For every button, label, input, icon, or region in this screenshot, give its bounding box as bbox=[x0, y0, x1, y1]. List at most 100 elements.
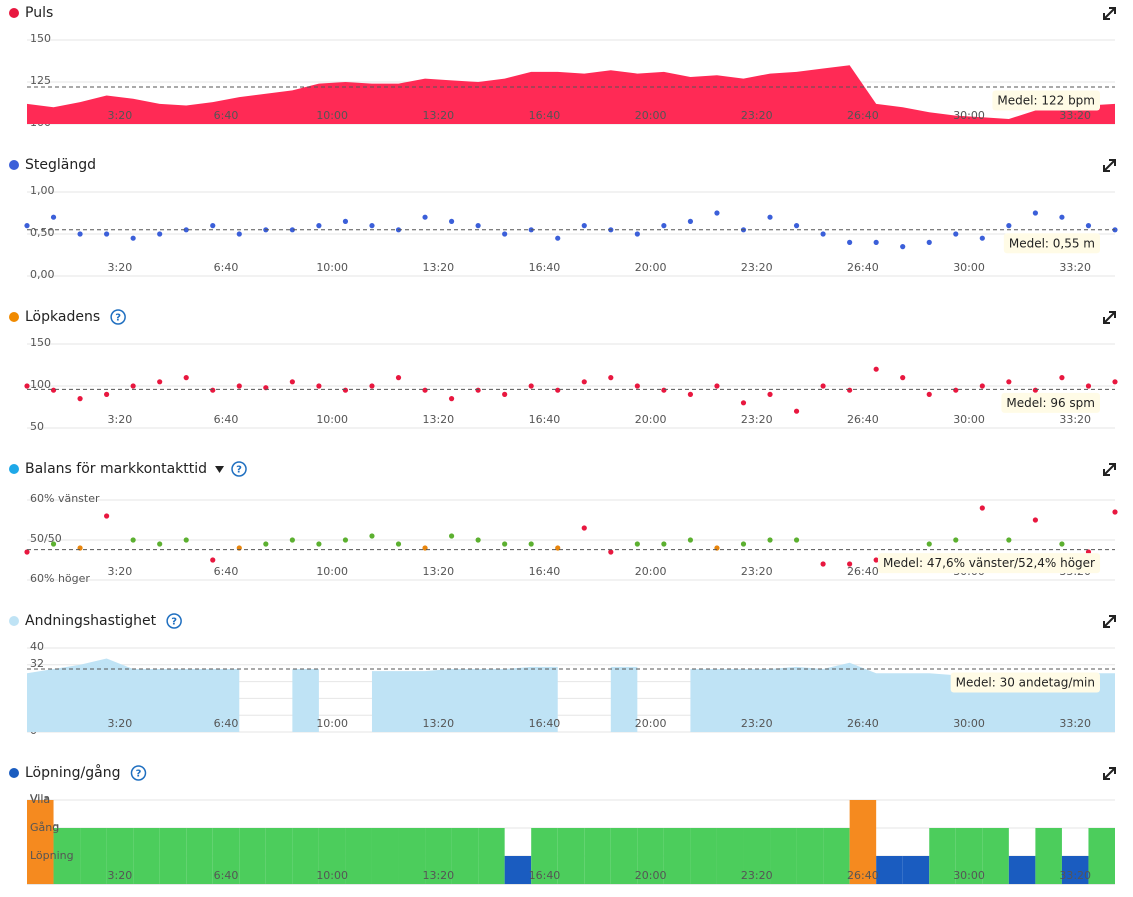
area bbox=[27, 658, 1115, 732]
data-point bbox=[369, 533, 375, 539]
data-point bbox=[820, 561, 826, 567]
x-tick-label: 33:20 bbox=[1059, 717, 1091, 730]
expand-icon[interactable] bbox=[1103, 463, 1116, 476]
x-tick-label: 23:20 bbox=[741, 565, 773, 578]
legend-dot bbox=[9, 616, 19, 626]
state-bar bbox=[929, 828, 956, 884]
expand-icon[interactable] bbox=[1103, 615, 1116, 628]
mean-label-bg bbox=[1001, 392, 1100, 413]
data-point bbox=[1085, 383, 1092, 389]
x-tick-label: 30:00 bbox=[953, 261, 985, 274]
data-point bbox=[820, 231, 826, 237]
y-tick-label: Gång bbox=[30, 821, 59, 834]
data-point bbox=[581, 223, 587, 229]
x-tick-label: 30:00 bbox=[953, 869, 985, 882]
help-icon-glyph: ? bbox=[115, 313, 121, 324]
expand-icon[interactable] bbox=[1103, 159, 1116, 172]
data-point bbox=[1059, 214, 1065, 220]
x-tick-label: 20:00 bbox=[635, 717, 667, 730]
state-bar bbox=[318, 828, 346, 884]
x-tick-label: 16:40 bbox=[529, 413, 561, 426]
data-point bbox=[581, 525, 587, 531]
help-icon[interactable] bbox=[130, 765, 147, 781]
x-tick-label: 13:20 bbox=[422, 261, 454, 274]
x-tick-label: 3:20 bbox=[108, 413, 133, 426]
data-point bbox=[289, 379, 295, 385]
state-bar bbox=[849, 800, 877, 884]
x-tick-label: 20:00 bbox=[635, 565, 667, 578]
data-point bbox=[183, 227, 189, 233]
x-tick-label: 6:40 bbox=[214, 565, 239, 578]
data-point bbox=[979, 505, 985, 511]
x-tick-label: 20:00 bbox=[635, 261, 667, 274]
x-tick-label: 26:40 bbox=[847, 109, 879, 122]
expand-icon[interactable] bbox=[1103, 7, 1116, 20]
marks bbox=[27, 65, 1115, 124]
data-point bbox=[926, 391, 932, 397]
x-tick-label: 26:40 bbox=[847, 717, 879, 730]
chart-panel: Andningshastighet?08162432403:206:4010:0… bbox=[9, 613, 1116, 737]
area bbox=[27, 65, 1115, 124]
data-point bbox=[661, 541, 667, 547]
state-bar bbox=[398, 828, 426, 884]
expand-icon[interactable] bbox=[1103, 767, 1116, 780]
dropdown-arrow[interactable] bbox=[215, 466, 225, 473]
data-point bbox=[342, 218, 349, 224]
mean-label: Medel: 47,6% vänster/52,4% höger bbox=[883, 556, 1095, 570]
x-tick-label: 6:40 bbox=[214, 869, 239, 882]
x-tick-label: 30:00 bbox=[953, 413, 985, 426]
state-bar bbox=[584, 828, 611, 884]
help-icon-glyph: ? bbox=[236, 465, 242, 476]
data-point bbox=[157, 231, 163, 237]
x-tick-label: 6:40 bbox=[214, 413, 239, 426]
x-tick-label: 6:40 bbox=[214, 717, 239, 730]
data-point bbox=[979, 383, 985, 389]
data-point bbox=[1006, 537, 1012, 543]
data-point bbox=[953, 537, 959, 543]
x-tick-label: 6:40 bbox=[214, 261, 239, 274]
state-bar bbox=[478, 828, 505, 884]
data-point bbox=[104, 391, 110, 397]
data-point bbox=[555, 387, 561, 393]
y-tick-label: 150 bbox=[30, 336, 51, 349]
data-point bbox=[1032, 210, 1038, 216]
help-icon[interactable] bbox=[110, 309, 126, 325]
data-point bbox=[183, 375, 189, 381]
state-bar bbox=[371, 828, 399, 884]
data-point bbox=[316, 541, 322, 547]
chart-panel: Puls1001251503:206:4010:0013:2016:4020:0… bbox=[9, 5, 1116, 129]
data-point bbox=[528, 541, 534, 547]
data-point bbox=[714, 210, 720, 216]
chart-title: Andningshastighet bbox=[25, 613, 157, 629]
data-point bbox=[342, 537, 349, 543]
x-tick-label: 30:00 bbox=[953, 109, 985, 122]
help-icon[interactable] bbox=[166, 613, 182, 629]
data-point bbox=[369, 223, 375, 229]
expand-icon[interactable] bbox=[1103, 311, 1116, 324]
y-tick-label: 60% vänster bbox=[30, 492, 100, 505]
x-tick-label: 26:40 bbox=[847, 869, 879, 882]
mean-label: Medel: 30 andetag/min bbox=[956, 676, 1095, 690]
x-tick-label: 10:00 bbox=[316, 565, 348, 578]
state-bar bbox=[1088, 828, 1115, 884]
marks bbox=[24, 210, 1118, 250]
data-point bbox=[953, 387, 959, 393]
data-point bbox=[50, 214, 57, 220]
data-point bbox=[634, 231, 640, 237]
x-tick-label: 33:20 bbox=[1059, 869, 1091, 882]
chart-panel: Löpning/gång?LöpningGångVilaLöpningGångV… bbox=[9, 764, 1116, 885]
data-point bbox=[210, 223, 216, 229]
data-point bbox=[953, 231, 959, 237]
legend-dot bbox=[9, 768, 19, 778]
x-tick-label: 3:20 bbox=[108, 565, 133, 578]
data-point bbox=[1006, 379, 1012, 385]
marks bbox=[24, 366, 1118, 414]
data-point bbox=[873, 366, 879, 372]
x-tick-label: 10:00 bbox=[316, 413, 348, 426]
help-icon[interactable] bbox=[231, 461, 247, 477]
state-bar bbox=[27, 800, 54, 884]
data-point bbox=[502, 391, 508, 397]
chart-panel: Balans för markkontakttid ? 60% höger 50/50… bbox=[9, 461, 1118, 585]
data-point bbox=[634, 383, 640, 389]
data-point bbox=[634, 541, 640, 547]
